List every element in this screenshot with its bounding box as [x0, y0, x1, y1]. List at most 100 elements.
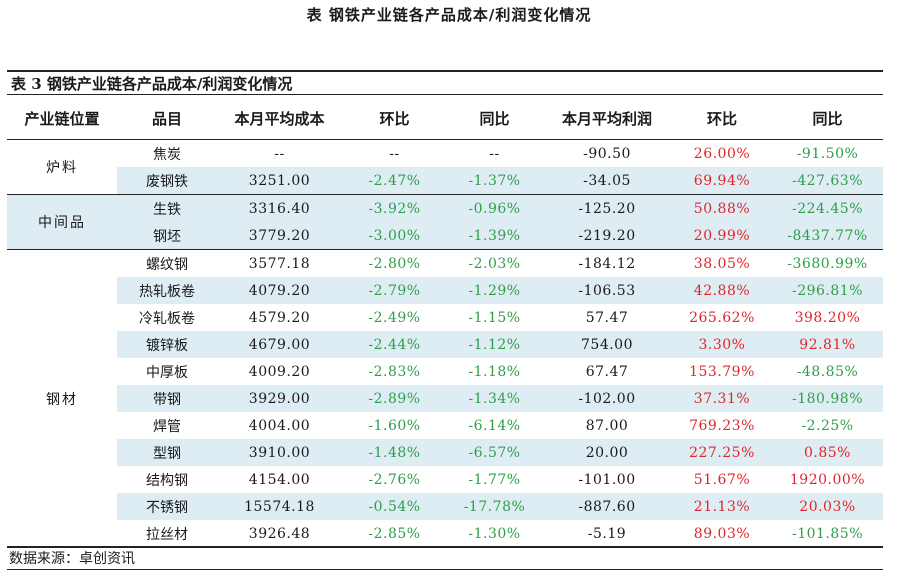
cell-cost-mom: -2.80% [368, 255, 421, 272]
cell-item: 钢坯 [117, 222, 217, 250]
header-profit-mom: 环比 [672, 97, 772, 140]
cell-profit-mom: 50.88% [672, 194, 772, 222]
table-row: 冷轧板卷 4579.20 -2.49% -1.15% 57.47 265.62% 398.2… [7, 304, 883, 331]
cell-profit-yoy: -224.45% [772, 194, 883, 222]
table-row: 中厚板 4009.20 -2.83% -1.18% 67.47 153.79% -48.85… [7, 358, 883, 385]
cell-profit: -219.20 [542, 222, 672, 250]
group-label: 炉料 [7, 139, 117, 195]
cell-item: 热轧板卷 [117, 277, 217, 304]
cell-item: 螺纹钢 [146, 256, 188, 273]
cell-cost: 4679.00 [217, 331, 342, 358]
cell-item: 废钢铁 [117, 167, 217, 195]
header-cost-yoy: 同比 [447, 97, 542, 140]
cost-profit-table: 产业链位置 品目 本月平均成本 环比 同比 本月平均利润 环比 同比 炉料 焦炭 -… [7, 97, 883, 548]
cell-profit-mom: 42.88% [672, 277, 772, 304]
cell-cost: 4079.20 [217, 277, 342, 304]
cell-cost-mom: -2.44% [342, 331, 447, 358]
cell-cost-mom: -2.76% [368, 471, 421, 488]
cell-profit-yoy: 1920.00% [789, 471, 866, 488]
cell-profit: 67.47 [585, 363, 629, 380]
cell-item: 焦炭 [153, 146, 181, 163]
header-row: 产业链位置 品目 本月平均成本 环比 同比 本月平均利润 环比 同比 [7, 97, 883, 140]
cell-cost-yoy: -0.96% [447, 194, 542, 222]
group-label: 钢材 [7, 249, 117, 548]
cell-cost: 4009.20 [248, 363, 311, 380]
cell-cost-yoy: -- [489, 145, 500, 162]
cell-profit: -90.50 [583, 145, 631, 162]
header-cost-mom: 环比 [342, 97, 447, 140]
table-row: 结构钢 4154.00 -2.76% -1.77% -101.00 51.67% 1920.… [7, 466, 883, 493]
cell-profit-yoy: -91.50% [796, 145, 859, 162]
table-body: 炉料 焦炭 -- -- -- -90.50 26.00% -91.50% 废钢铁 3251.00-… [7, 139, 883, 548]
header-profit: 本月平均利润 [542, 97, 672, 140]
cell-cost-mom: -1.48% [342, 439, 447, 466]
cell-profit-mom: 227.25% [672, 439, 772, 466]
cell-cost-yoy: -1.12% [447, 331, 542, 358]
table-row: 热轧板卷 4079.20 -2.79% -1.29% -106.53 42.88% -296… [7, 277, 883, 304]
cell-item: 镀锌板 [117, 331, 217, 358]
cell-profit: 57.47 [585, 309, 629, 326]
cell-profit: 754.00 [542, 331, 672, 358]
cell-cost-mom: -2.49% [368, 309, 421, 326]
cell-cost-mom: -3.00% [342, 222, 447, 250]
cell-cost-yoy: -1.30% [447, 520, 542, 548]
table-row: 不锈钢 15574.18 -0.54% -17.78% -887.60 21.13% 20.… [7, 493, 883, 520]
cell-cost-yoy: -17.78% [447, 493, 542, 520]
cell-item: 结构钢 [146, 472, 188, 489]
cell-cost-yoy: -1.34% [447, 385, 542, 412]
cell-item: 冷轧板卷 [139, 310, 195, 327]
cell-profit-yoy: 0.85% [772, 439, 883, 466]
cell-cost-yoy: -6.57% [447, 439, 542, 466]
cell-cost-yoy: -1.37% [447, 167, 542, 195]
table-row: 中间品 生铁 3316.40 -3.92% -0.96% -125.20 50.88% -22… [7, 194, 883, 250]
cell-item: 不锈钢 [117, 493, 217, 520]
cell-profit-mom: 37.31% [672, 385, 772, 412]
cell-cost-mom: -2.83% [368, 363, 421, 380]
cell-cost-yoy: -1.39% [447, 222, 542, 250]
cell-cost-mom: -2.79% [342, 277, 447, 304]
header-profit-yoy: 同比 [772, 97, 883, 140]
cell-cost-yoy: -1.77% [468, 471, 521, 488]
cell-profit-mom: 153.79% [689, 363, 755, 380]
cell-profit-yoy: -427.63% [772, 167, 883, 195]
cell-cost-mom: -0.54% [342, 493, 447, 520]
cell-profit-yoy: -2.25% [801, 417, 854, 434]
cell-profit: 87.00 [585, 417, 629, 434]
cell-cost: 3929.00 [217, 385, 342, 412]
cell-profit-mom: 769.23% [689, 417, 755, 434]
cell-cost-mom: -1.60% [368, 417, 421, 434]
cell-cost: 4154.00 [248, 471, 311, 488]
cell-cost: 3910.00 [217, 439, 342, 466]
cell-profit-yoy: -48.85% [796, 363, 859, 380]
cell-profit-yoy: 20.03% [772, 493, 883, 520]
cell-cost: -- [274, 145, 285, 162]
cell-cost: 4579.20 [248, 309, 311, 326]
cell-profit-mom: 21.13% [672, 493, 772, 520]
cell-profit-mom: 89.03% [672, 520, 772, 548]
table-title: 表 3 钢铁产业链各产品成本/利润变化情况 [7, 70, 883, 95]
cell-item: 焊管 [153, 418, 181, 435]
cell-item: 拉丝材 [117, 520, 217, 548]
table-row: 废钢铁 3251.00 -2.47% -1.37% -34.05 69.94% -427.6… [7, 167, 883, 195]
table-row: 钢材 螺纹钢 3577.18 -2.80% -2.03% -184.12 38.05% -36… [7, 249, 883, 548]
cell-item: 带钢 [117, 385, 217, 412]
cell-cost: 4004.00 [248, 417, 311, 434]
cell-profit-mom: 20.99% [672, 222, 772, 250]
cell-cost-mom: -2.85% [342, 520, 447, 548]
cell-profit-yoy: -101.85% [772, 520, 883, 548]
table-row: 型钢 3910.00 -1.48% -6.57% 20.00 227.25% 0.85% [7, 439, 883, 466]
cell-profit: -102.00 [542, 385, 672, 412]
cell-profit: -125.20 [542, 194, 672, 222]
cell-cost: 3316.40 [217, 194, 342, 222]
cell-profit-mom: 3.30% [672, 331, 772, 358]
cell-cost: 15574.18 [217, 493, 342, 520]
group-label: 中间品 [7, 194, 117, 250]
cell-profit-yoy: 398.20% [794, 309, 861, 326]
cell-cost: 3779.20 [217, 222, 342, 250]
cell-profit-mom: 51.67% [693, 471, 751, 488]
cell-cost-yoy: -1.15% [468, 309, 521, 326]
cell-cost-mom: -3.92% [342, 194, 447, 222]
header-item: 品目 [117, 97, 217, 140]
cell-cost-yoy: -1.29% [447, 277, 542, 304]
source-note: 数据来源：卓创资讯 [7, 546, 883, 570]
